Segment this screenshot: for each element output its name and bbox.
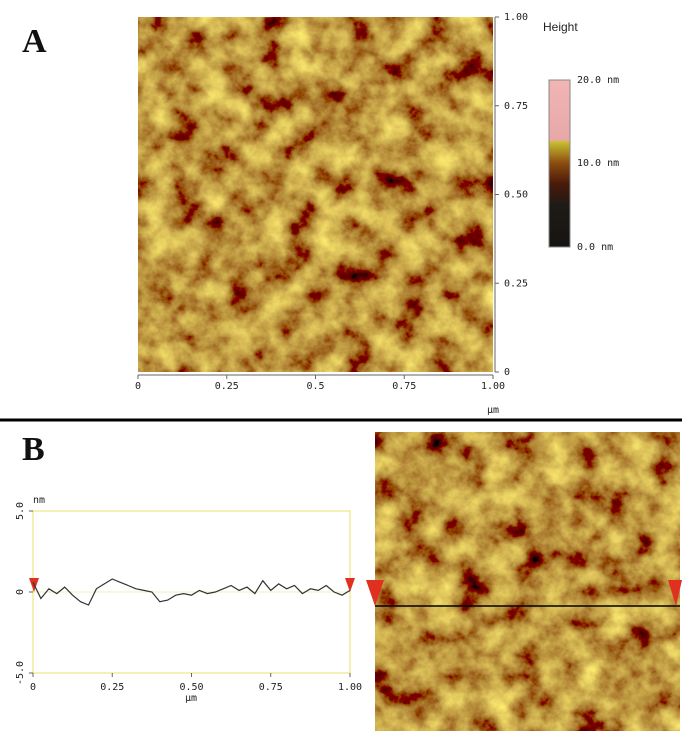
- y-tick-label: 0: [504, 367, 510, 378]
- x-tick-label: 0.50: [179, 682, 203, 693]
- afm-image: [374, 431, 681, 732]
- y-unit: nm: [33, 495, 45, 506]
- marker: [345, 578, 355, 592]
- y-tick-label: 0.75: [504, 101, 528, 112]
- profile-line: [32, 578, 351, 606]
- colorbar-title: Height: [543, 20, 578, 34]
- x-tick-label: 0.75: [259, 682, 283, 693]
- x-unit: µm: [487, 405, 499, 416]
- x-tick-label: 0.25: [215, 381, 239, 392]
- y-tick-label: 0.50: [504, 190, 528, 201]
- colorbar-label: 20.0 nm: [577, 75, 619, 86]
- y-tick-label: -5.0: [15, 661, 26, 685]
- y-tick-label: 1.00: [504, 12, 528, 23]
- marker: [668, 580, 682, 606]
- y-tick-label: 5.0: [15, 502, 26, 520]
- x-tick-label: 1.00: [338, 682, 362, 693]
- x-unit: µm: [185, 693, 197, 704]
- afm-image: [138, 17, 493, 372]
- panel-label: A: [22, 23, 47, 60]
- x-tick-label: 1.00: [481, 381, 505, 392]
- panel-label: B: [22, 431, 45, 468]
- x-tick-label: 0.5: [306, 381, 324, 392]
- colorbar: [548, 79, 571, 248]
- y-tick-label: 0.25: [504, 278, 528, 289]
- y-tick-label: 0: [15, 589, 26, 595]
- x-tick-label: 0: [135, 381, 141, 392]
- marker: [366, 580, 384, 606]
- x-tick-label: 0.25: [100, 682, 124, 693]
- x-tick-label: 0: [30, 682, 36, 693]
- colorbar-label: 10.0 nm: [577, 158, 619, 169]
- colorbar-label: 0.0 nm: [577, 242, 613, 253]
- x-tick-label: 0.75: [392, 381, 416, 392]
